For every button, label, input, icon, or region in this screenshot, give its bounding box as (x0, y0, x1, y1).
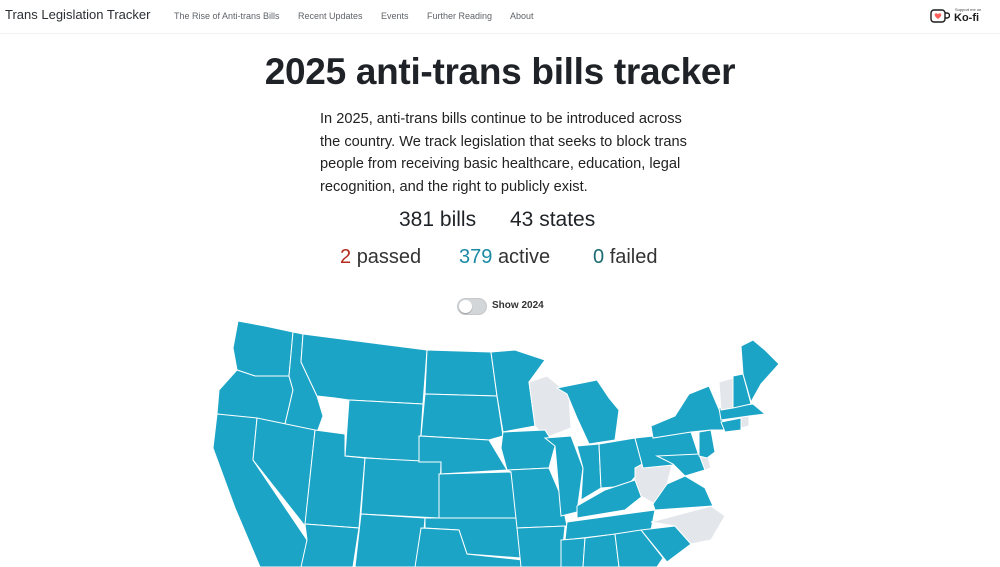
states-stat: 43 states (510, 208, 595, 232)
state-new-jersey[interactable] (698, 429, 716, 459)
top-navbar: Trans Legislation Tracker The Rise of An… (0, 0, 1000, 34)
state-vermont[interactable] (718, 377, 734, 411)
nav-link-events[interactable]: Events (381, 11, 409, 21)
status-stats: 2 passed 379 active 0 failed (0, 246, 1000, 274)
page-title: 2025 anti-trans bills tracker (264, 51, 736, 92)
state-connecticut[interactable] (720, 417, 742, 433)
failed-label: failed (609, 246, 658, 268)
nav-link-further-reading[interactable]: Further Reading (427, 11, 493, 21)
states-count: 43 (510, 208, 534, 231)
state-alabama[interactable] (582, 533, 620, 567)
state-maryland[interactable] (655, 453, 706, 477)
state-new-mexico[interactable] (354, 513, 426, 567)
failed-stat: 0 failed (593, 246, 658, 269)
brand-link[interactable]: Trans Legislation Tracker (5, 7, 151, 22)
kofi-label: Ko-fi (954, 12, 980, 24)
active-count: 379 (459, 246, 493, 268)
state-colorado[interactable] (360, 457, 442, 519)
state-iowa[interactable] (500, 429, 556, 471)
nav-link-recent-updates[interactable]: Recent Updates (298, 11, 363, 21)
bills-stat: 381 bills (399, 208, 476, 232)
state-georgia[interactable] (614, 529, 664, 567)
failed-count: 0 (593, 246, 605, 268)
active-label: active (497, 246, 551, 268)
state-arkansas[interactable] (516, 525, 566, 567)
state-michigan[interactable] (555, 379, 620, 445)
bills-count: 381 (399, 208, 435, 231)
nav-link-rise-of-bills[interactable]: The Rise of Anti-trans Bills (174, 11, 280, 21)
passed-label: passed (356, 246, 422, 268)
state-kansas[interactable] (438, 471, 518, 519)
state-maine[interactable] (740, 339, 780, 404)
state-tennessee[interactable] (564, 509, 656, 541)
kofi-cup-icon (930, 9, 950, 23)
state-south-dakota[interactable] (420, 393, 504, 441)
state-north-dakota[interactable] (424, 349, 498, 397)
state-new-hampshire[interactable] (732, 373, 752, 409)
passed-stat: 2 passed (340, 246, 421, 269)
show-2024-label[interactable]: Show 2024 (492, 300, 544, 311)
state-new-york[interactable] (650, 385, 726, 439)
state-montana[interactable] (300, 333, 428, 405)
states-label: states (539, 208, 596, 231)
active-stat: 379 active (459, 246, 550, 269)
state-north-carolina[interactable] (650, 505, 726, 545)
show-2024-toggle[interactable] (457, 298, 487, 315)
state-arizona[interactable] (300, 523, 360, 567)
passed-count: 2 (340, 246, 352, 268)
summary-stats: 381 bills 43 states (0, 208, 1000, 236)
toggle-knob[interactable] (459, 300, 472, 313)
kofi-button[interactable]: Support me on Ko-fi (930, 7, 984, 25)
state-mississippi[interactable] (560, 537, 586, 567)
state-indiana[interactable] (576, 443, 602, 501)
state-washington[interactable] (232, 320, 294, 377)
state-virginia[interactable] (652, 475, 714, 511)
state-wisconsin[interactable] (528, 375, 572, 439)
state-rhode-island[interactable] (740, 415, 750, 429)
bills-label: bills (439, 208, 477, 231)
us-state-map (212, 320, 780, 567)
nav-link-about[interactable]: About (510, 11, 534, 21)
kofi-small-text: Support me on (955, 7, 982, 12)
intro-paragraph: In 2025, anti-trans bills continue to be… (320, 111, 687, 195)
state-wyoming[interactable] (344, 399, 424, 463)
